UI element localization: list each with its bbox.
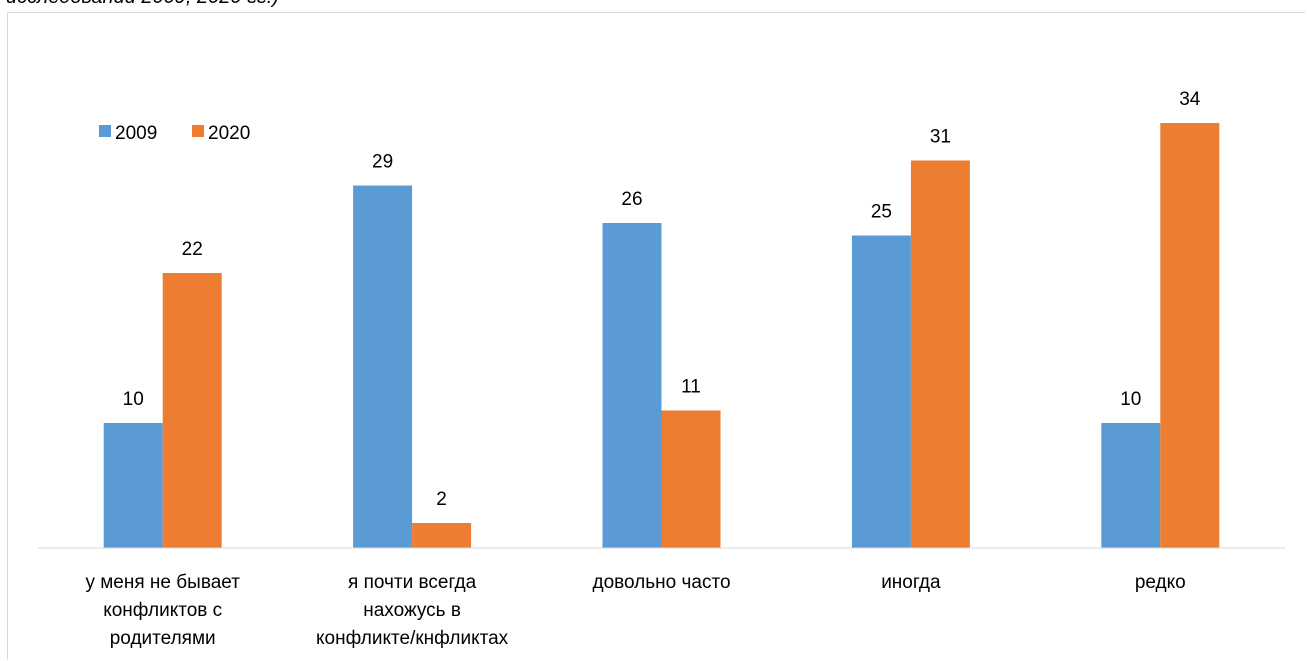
bar-2020-0	[162, 273, 222, 548]
data-label-2020-1: 2	[436, 489, 447, 510]
x-tick-label-0: у меня не бывает конфликтов с родителями	[85, 572, 240, 649]
x-tick-label-line: конфликтов с	[103, 600, 222, 621]
legend-swatch-2020	[192, 125, 204, 137]
x-tick-label-4: редко	[1135, 572, 1186, 593]
data-label-2020-4: 34	[1179, 89, 1201, 110]
data-label-2009-0: 10	[123, 389, 144, 410]
data-label-2020-0: 22	[182, 239, 203, 260]
bar-2009-4	[1101, 423, 1161, 548]
data-label-2020-3: 31	[930, 127, 951, 148]
chart-frame	[7, 12, 1305, 660]
x-tick-label-line: иногда	[881, 572, 941, 593]
x-tick-label-line: довольно часто	[592, 572, 730, 593]
x-tick-label-2: довольно часто	[592, 572, 730, 593]
data-label-2020-2: 11	[681, 377, 701, 398]
x-tick-label-3: иногда	[881, 572, 941, 593]
legend-label-2009: 2009	[115, 123, 157, 144]
bars-group	[103, 123, 1220, 548]
x-tick-label-line: конфликте/кнфликтах	[316, 628, 509, 649]
legend-label-2020: 2020	[208, 123, 250, 144]
data-label-2009-3: 25	[871, 202, 892, 223]
caption-fragment: исследований 2009, 2020 гг.)	[6, 0, 279, 9]
bar-2020-2	[661, 410, 721, 548]
x-tick-label-line: редко	[1135, 572, 1186, 593]
bar-2020-4	[1160, 123, 1220, 548]
bar-2009-0	[103, 423, 163, 548]
x-tick-label-line: родителями	[110, 628, 216, 649]
x-tick-label-1: я почти всегда нахожусь в конфликте/кнфлик…	[316, 572, 509, 649]
legend: 2009 2020	[99, 123, 250, 144]
bar-2020-1	[412, 523, 472, 548]
data-labels-group: 10 22 29 2 26 11 25 31 10 34	[123, 89, 1201, 510]
x-tick-label-line: я почти всегда	[348, 572, 477, 593]
x-tick-label-line: нахожусь в	[363, 600, 461, 621]
data-label-2009-2: 26	[621, 189, 642, 210]
bar-2009-3	[851, 235, 911, 548]
bar-2009-1	[353, 185, 413, 548]
x-tick-labels-group: у меня не бывает конфликтов с родителями я …	[85, 572, 1185, 649]
data-label-2009-1: 29	[372, 152, 393, 173]
bar-2009-2	[602, 223, 662, 548]
x-tick-label-line: у меня не бывает	[85, 572, 240, 593]
legend-swatch-2009	[99, 125, 111, 137]
data-label-2009-4: 10	[1120, 389, 1141, 410]
bar-2020-3	[910, 160, 970, 548]
